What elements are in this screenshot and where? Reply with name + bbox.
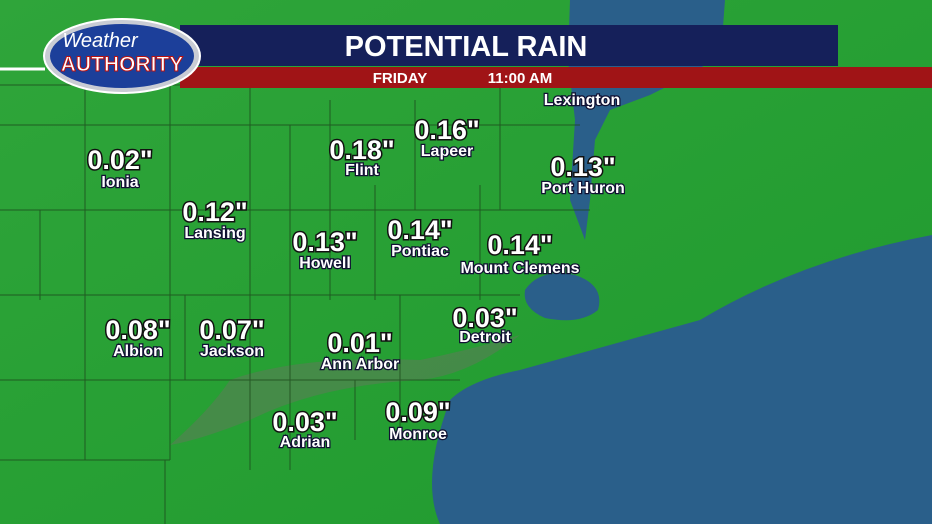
city-name: Lansing: [184, 225, 245, 242]
city-name: Ann Arbor: [321, 356, 400, 373]
rain-amount: 0.09": [385, 397, 450, 427]
rain-amount: 0.12": [182, 197, 247, 227]
rain-amount: 0.08": [105, 315, 170, 345]
rain-amount: 0.13": [292, 227, 357, 257]
day: FRIDAY: [373, 70, 427, 87]
lake-st-clair: [524, 273, 600, 321]
city-name: Albion: [113, 343, 163, 360]
logo-bottom: AUTHORITY: [61, 53, 184, 76]
city-name: Mount Clemens: [460, 260, 579, 277]
terrain: [170, 335, 520, 445]
rain-amount: 0.03": [452, 303, 517, 333]
lake-erie: [432, 235, 932, 524]
city-name: Lapeer: [421, 143, 473, 160]
city-name: Pontiac: [391, 243, 449, 260]
city-name: Monroe: [389, 426, 447, 443]
rain-amount: 0.03": [272, 407, 337, 437]
city-name: Howell: [299, 255, 351, 272]
time: 11:00 AM: [488, 70, 552, 87]
city-name: Port Huron: [541, 180, 625, 197]
logo-inner: [50, 24, 194, 88]
rain-amount: 0.14": [387, 215, 452, 245]
city-name: Detroit: [459, 329, 511, 346]
title: POTENTIAL RAIN: [345, 31, 588, 63]
rain-amount: 0.02": [87, 145, 152, 175]
city-name: Ionia: [101, 174, 138, 191]
city-name: Flint: [345, 162, 379, 179]
rain-amount: 0.16": [414, 115, 479, 145]
city-name: Jackson: [200, 343, 264, 360]
rain-amount: 0.18": [329, 135, 394, 165]
logo-top: Weather: [62, 30, 139, 52]
time-bar: [180, 67, 932, 88]
city-name: Adrian: [280, 434, 331, 451]
title-bar: [180, 25, 838, 66]
rain-amount: 0.01": [327, 328, 392, 358]
rain-amount: 0.13": [550, 152, 615, 182]
rain-amount: 0.07": [199, 315, 264, 345]
rain-amount: 0.14": [487, 230, 552, 260]
city-name: Lexington: [544, 92, 620, 109]
